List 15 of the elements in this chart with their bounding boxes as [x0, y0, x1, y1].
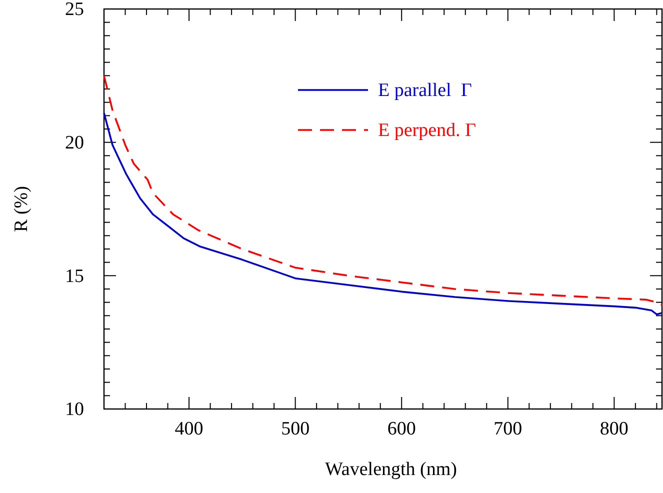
- x-axis-title: Wavelength (nm): [325, 459, 457, 480]
- line-series: [103, 74, 663, 306]
- x-tick-label: 400: [174, 418, 204, 440]
- x-tick-label: 800: [600, 418, 628, 440]
- x-tick-label: 700: [494, 418, 522, 440]
- line-series: [103, 112, 663, 316]
- y-tick-label: 20: [65, 132, 84, 154]
- x-tick-label: 500: [281, 418, 310, 440]
- y-tick-label: 25: [65, 0, 84, 20]
- y-tick-label: 15: [65, 266, 84, 287]
- legend-label: E parallel Γ: [378, 80, 472, 101]
- y-axis-title: R (%): [11, 186, 32, 232]
- legend-label: E perpend. Γ: [378, 120, 476, 141]
- y-tick-label: 10: [65, 399, 84, 420]
- x-tick-label: 600: [387, 418, 416, 440]
